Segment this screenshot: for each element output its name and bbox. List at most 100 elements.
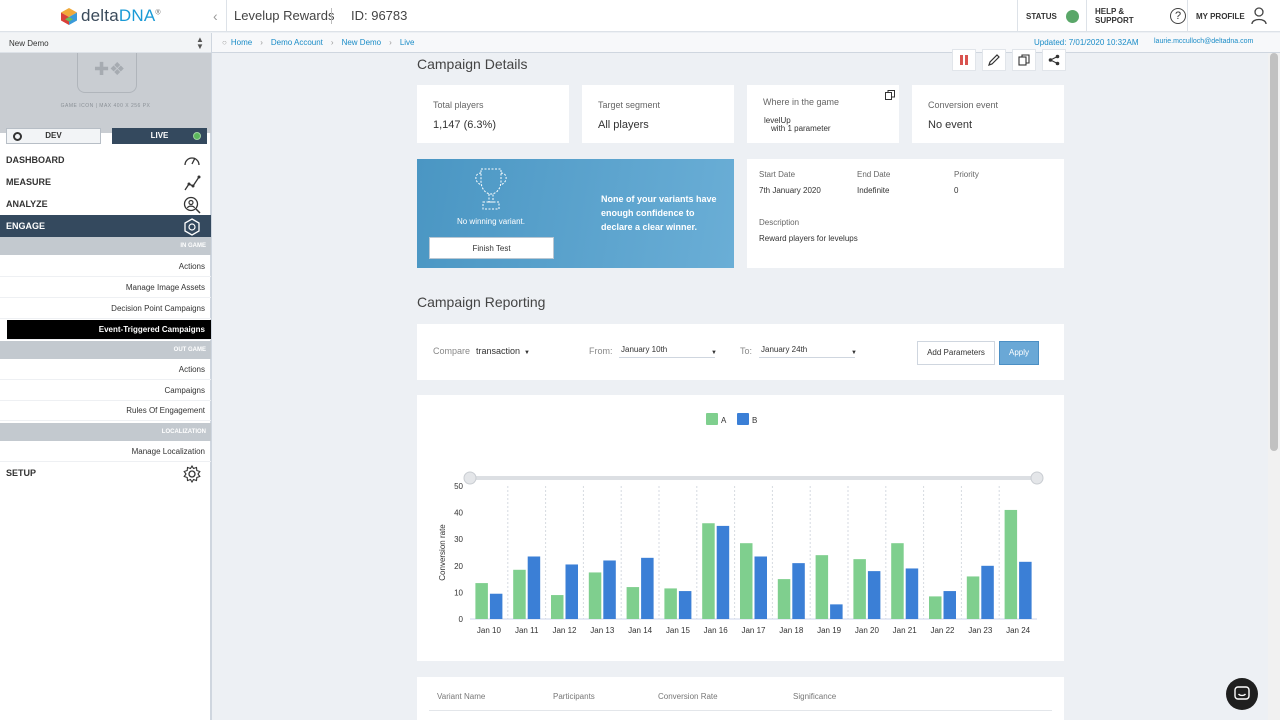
bar-b[interactable] bbox=[943, 591, 957, 619]
bar-b[interactable] bbox=[565, 564, 579, 619]
range-slider-handle-right[interactable] bbox=[1030, 471, 1044, 485]
trophy-icon bbox=[475, 168, 507, 210]
user-email[interactable]: laurie.mcculloch@deltadna.com bbox=[1154, 38, 1254, 45]
bar-b[interactable] bbox=[603, 560, 616, 619]
finish-test-button[interactable]: Finish Test bbox=[429, 237, 554, 259]
nav-analyze[interactable]: ANALYZE bbox=[0, 193, 211, 215]
status-indicator[interactable]: STATUS bbox=[1017, 0, 1084, 32]
game-icon-caption: GAME ICON | MAX 400 X 256 PX bbox=[60, 103, 151, 109]
nav-manage-localization[interactable]: Manage Localization bbox=[0, 442, 211, 462]
range-slider-handle-left[interactable] bbox=[463, 471, 477, 485]
bar-a[interactable] bbox=[664, 588, 677, 619]
legend-label[interactable]: B bbox=[752, 416, 757, 425]
scrollbar[interactable] bbox=[1268, 53, 1280, 720]
caret-down-icon[interactable]: ▼ bbox=[711, 350, 717, 356]
column-header[interactable]: Significance bbox=[793, 692, 837, 701]
edit-button[interactable] bbox=[982, 49, 1006, 71]
bar-b[interactable] bbox=[981, 565, 994, 619]
bar-b[interactable] bbox=[527, 556, 541, 619]
x-tick-label: Jan 14 bbox=[628, 626, 653, 635]
to-date-value[interactable]: January 24th bbox=[761, 345, 808, 354]
nav-campaigns[interactable]: Campaigns bbox=[0, 381, 211, 401]
bar-b[interactable] bbox=[905, 568, 919, 619]
nav-manage-image-assets[interactable]: Manage Image Assets bbox=[0, 278, 211, 298]
home-icon[interactable]: ○ bbox=[222, 38, 227, 47]
bar-b[interactable] bbox=[489, 593, 503, 619]
compare-select[interactable]: transaction ▼ bbox=[476, 346, 530, 356]
bar-b[interactable] bbox=[641, 557, 654, 619]
nav-dashboard[interactable]: DASHBOARD bbox=[0, 149, 211, 171]
bar-a[interactable] bbox=[740, 543, 753, 619]
nav-rules-of-engagement[interactable]: Rules Of Engagement bbox=[0, 401, 211, 421]
breadcrumb-account[interactable]: Demo Account bbox=[270, 38, 323, 47]
nav-event-triggered-campaigns[interactable]: Event-Triggered Campaigns bbox=[7, 320, 211, 340]
column-header[interactable]: Conversion Rate bbox=[658, 692, 718, 701]
nav-measure[interactable]: MEASURE bbox=[0, 171, 211, 193]
share-button[interactable] bbox=[1042, 49, 1066, 71]
bar-b[interactable] bbox=[678, 591, 692, 619]
bar-a[interactable] bbox=[513, 569, 526, 619]
bar-a[interactable] bbox=[853, 559, 866, 619]
help-support-button[interactable]: HELP & SUPPORT ? bbox=[1086, 0, 1186, 32]
bar-a[interactable] bbox=[777, 579, 791, 619]
nav-dashboard-label: DASHBOARD bbox=[6, 155, 65, 165]
nav-setup[interactable]: SETUP bbox=[0, 462, 211, 484]
nav-decision-point-campaigns[interactable]: Decision Point Campaigns bbox=[0, 299, 211, 319]
kpi-label: Conversion event bbox=[928, 100, 999, 110]
breadcrumb-game[interactable]: New Demo bbox=[341, 38, 382, 47]
x-tick-label: Jan 18 bbox=[779, 626, 804, 635]
bar-a[interactable] bbox=[815, 555, 829, 619]
divider bbox=[429, 710, 1052, 711]
my-profile-button[interactable]: MY PROFILE bbox=[1187, 0, 1280, 32]
chat-button[interactable] bbox=[1226, 678, 1258, 710]
chat-icon bbox=[1234, 686, 1250, 700]
bar-a[interactable] bbox=[1004, 509, 1018, 619]
bar-a[interactable] bbox=[551, 595, 564, 619]
bar-a[interactable] bbox=[929, 596, 942, 619]
breadcrumb-environment[interactable]: Live bbox=[399, 38, 415, 47]
caret-down-icon[interactable]: ▼ bbox=[851, 350, 857, 356]
game-name: New Demo bbox=[9, 39, 49, 48]
column-header[interactable]: Participants bbox=[553, 692, 595, 701]
env-live-button[interactable]: LIVE bbox=[112, 128, 207, 144]
apply-button[interactable]: Apply bbox=[999, 341, 1039, 365]
legend-swatch[interactable] bbox=[737, 413, 749, 425]
share-icon bbox=[1048, 54, 1060, 66]
bar-b[interactable] bbox=[1019, 561, 1032, 619]
env-dev-button[interactable]: DEV bbox=[6, 128, 101, 144]
bar-a[interactable] bbox=[475, 583, 488, 619]
bar-b[interactable] bbox=[867, 571, 881, 619]
nav-engage[interactable]: ENGAGE bbox=[0, 215, 211, 237]
nav-out-game-actions[interactable]: Actions bbox=[0, 360, 211, 380]
game-icon-area[interactable]: ✚❖ GAME ICON | MAX 400 X 256 PX bbox=[0, 53, 211, 133]
from-date-value[interactable]: January 10th bbox=[621, 345, 668, 354]
bar-b[interactable] bbox=[830, 604, 843, 619]
x-tick-label: Jan 12 bbox=[552, 626, 577, 635]
bar-a[interactable] bbox=[588, 572, 602, 619]
column-header[interactable]: Variant Name bbox=[437, 692, 486, 701]
pause-button[interactable] bbox=[952, 49, 976, 71]
from-date-underline bbox=[619, 357, 715, 358]
bar-b[interactable] bbox=[754, 556, 768, 619]
game-selector[interactable]: New Demo ▲ ▼ bbox=[0, 33, 211, 53]
breadcrumb-home[interactable]: Home bbox=[230, 38, 253, 47]
bar-a[interactable] bbox=[966, 576, 980, 619]
duplicate-button[interactable] bbox=[1012, 49, 1036, 71]
add-parameters-button[interactable]: Add Parameters bbox=[917, 341, 995, 365]
end-date-label: End Date bbox=[857, 170, 891, 179]
deltadna-logo[interactable]: deltaDNA® bbox=[61, 6, 161, 26]
bar-b[interactable] bbox=[792, 563, 805, 619]
collapse-sidebar-icon[interactable]: ‹ bbox=[213, 8, 218, 24]
bar-b[interactable] bbox=[716, 525, 730, 619]
copy-icon[interactable] bbox=[885, 90, 895, 100]
legend-label[interactable]: A bbox=[721, 416, 727, 425]
legend-swatch[interactable] bbox=[706, 413, 718, 425]
winner-message: None of your variants have enough confid… bbox=[601, 194, 717, 232]
range-slider-track[interactable] bbox=[470, 476, 1037, 480]
bar-a[interactable] bbox=[702, 523, 715, 619]
nav-in-game-actions[interactable]: Actions bbox=[0, 257, 211, 277]
chevron-right-icon: › bbox=[389, 38, 392, 47]
scrollbar-thumb[interactable] bbox=[1270, 53, 1278, 451]
bar-a[interactable] bbox=[891, 543, 904, 619]
bar-a[interactable] bbox=[626, 587, 640, 619]
